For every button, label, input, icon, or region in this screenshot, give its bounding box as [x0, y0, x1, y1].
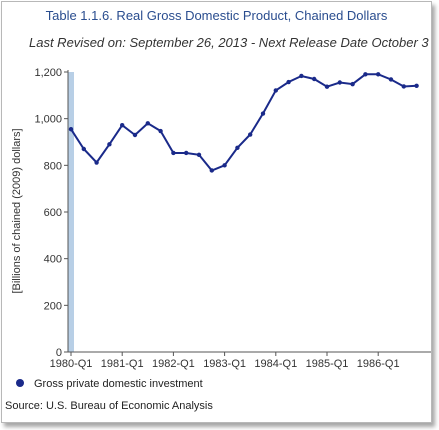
- y-tick-label: 1,000: [34, 114, 62, 126]
- x-tick-label: 1986-Q1: [357, 358, 400, 370]
- data-point: [337, 80, 342, 85]
- data-point: [350, 81, 355, 87]
- data-point: [401, 84, 406, 89]
- chart-frame: Table 1.1.6. Real Gross Domestic Product…: [1, 1, 432, 423]
- x-tick-label: 1985-Q1: [306, 358, 349, 370]
- data-point: [299, 73, 304, 79]
- data-point: [132, 132, 138, 138]
- legend-marker-icon: [16, 379, 24, 388]
- y-axis-label: [Billions of chained (2009) dollars]: [11, 128, 23, 293]
- data-point: [414, 83, 419, 88]
- source-note: Source: U.S. Bureau of Economic Analysis: [5, 400, 213, 412]
- chart-subtitle: Last Revised on: September 26, 2013 - Ne…: [29, 35, 429, 50]
- y-tick-label: 800: [44, 160, 62, 172]
- series-line: [70, 73, 417, 172]
- legend[interactable]: Gross private domestic investment: [16, 378, 203, 390]
- y-tick-label: 1,200: [34, 67, 62, 79]
- data-point: [376, 72, 381, 77]
- data-point: [196, 152, 202, 158]
- highlight-band: [68, 72, 74, 352]
- data-point: [145, 121, 150, 126]
- data-point: [222, 163, 227, 168]
- legend-label: Gross private domestic investment: [34, 378, 203, 390]
- line-chart: 0 200 400 600 800 1,000 1,200 1980-Q1 1981-Q1 19…: [11, 67, 431, 370]
- data-point: [184, 150, 189, 156]
- y-tick-label: 400: [44, 254, 62, 266]
- data-point: [312, 76, 317, 82]
- data-point: [158, 128, 163, 134]
- data-point: [120, 123, 125, 128]
- x-tick-label: 1983-Q1: [203, 358, 246, 370]
- data-point: [273, 88, 278, 93]
- data-point: [260, 111, 266, 116]
- data-point: [235, 145, 240, 151]
- x-tick-label: 1982-Q1: [152, 358, 195, 370]
- data-point: [363, 72, 368, 77]
- data-point: [248, 132, 253, 137]
- data-point: [107, 142, 112, 147]
- data-point: [81, 146, 87, 152]
- x-tick-label: 1984-Q1: [254, 358, 297, 370]
- data-point: [171, 150, 176, 156]
- y-tick-label: 600: [44, 207, 62, 219]
- data-point: [286, 79, 291, 85]
- y-tick-label: 200: [44, 300, 62, 312]
- data-point: [209, 168, 214, 173]
- chart-title: Table 1.1.6. Real Gross Domestic Product…: [45, 8, 388, 23]
- data-point: [68, 126, 74, 132]
- data-point: [94, 160, 99, 165]
- y-tick-label: 0: [56, 347, 62, 359]
- data-point: [324, 84, 330, 89]
- data-point: [388, 77, 394, 82]
- x-tick-label: 1980-Q1: [50, 358, 93, 370]
- x-tick-label: 1981-Q1: [101, 358, 144, 370]
